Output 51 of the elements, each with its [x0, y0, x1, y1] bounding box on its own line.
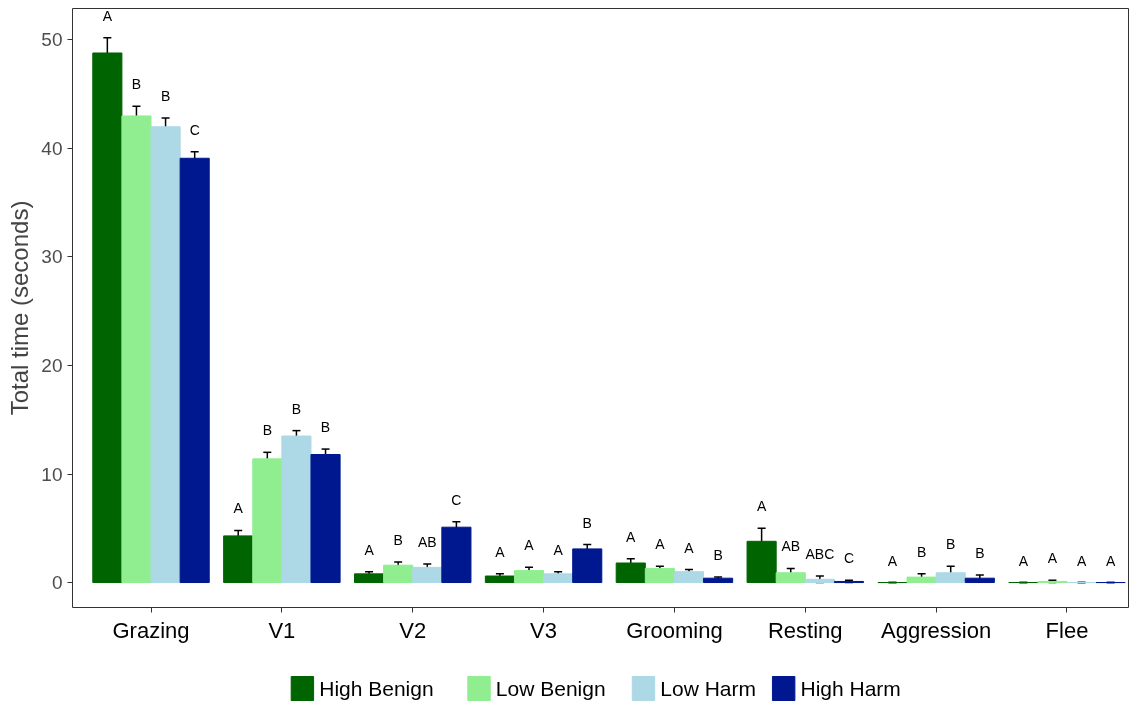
data-label: B — [713, 547, 723, 564]
data-label: B — [131, 76, 142, 93]
data-label: A — [1047, 550, 1058, 567]
x-tick-label: Flee — [1045, 617, 1089, 643]
legend-label: Low Benign — [495, 677, 606, 700]
y-tick-label: 20 — [41, 355, 63, 377]
x-tick-label: V1 — [268, 617, 296, 643]
data-label: B — [291, 400, 302, 417]
x-tick-label: Resting — [767, 617, 843, 643]
data-label: AB — [781, 538, 801, 555]
data-label: A — [524, 537, 535, 554]
y-tick-label: 40 — [41, 137, 63, 159]
y-tick-label: 50 — [41, 29, 63, 51]
y-axis-title: Total time (seconds) — [6, 200, 34, 416]
x-tick-label: V3 — [530, 617, 558, 643]
data-label: C — [451, 491, 462, 508]
data-label: A — [756, 498, 767, 515]
legend-label: High Benign — [319, 677, 434, 700]
data-label: B — [946, 536, 956, 553]
data-label: ABC — [805, 546, 835, 563]
data-label: A — [655, 536, 666, 553]
data-label: B — [582, 514, 592, 531]
data-label: B — [393, 531, 403, 548]
y-tick-label: 0 — [51, 572, 63, 594]
data-label: B — [975, 544, 985, 561]
data-label: A — [684, 539, 695, 556]
data-label: B — [320, 419, 331, 436]
data-label: A — [1106, 552, 1116, 569]
data-label: B — [916, 543, 927, 560]
data-label: A — [1018, 552, 1029, 569]
data-label: A — [626, 528, 637, 545]
data-label: A — [102, 7, 113, 24]
data-label: A — [233, 500, 244, 517]
y-tick-label: 10 — [41, 463, 63, 485]
x-tick-label: Aggression — [881, 617, 992, 643]
x-tick-label: Grooming — [626, 617, 723, 643]
legend-label: Low Harm — [660, 677, 757, 700]
data-label: A — [495, 543, 506, 560]
data-label: C — [843, 550, 855, 567]
data-label: C — [189, 121, 200, 138]
data-label: A — [887, 552, 898, 569]
data-label: B — [160, 88, 171, 105]
x-tick-label: Grazing — [112, 617, 190, 643]
y-tick-label: 30 — [41, 246, 63, 268]
data-label: A — [553, 541, 564, 558]
data-label: A — [364, 541, 375, 558]
x-tick-label: V2 — [399, 617, 427, 643]
legend-label: High Harm — [800, 677, 901, 700]
data-label: AB — [417, 534, 437, 551]
data-label: A — [1076, 552, 1087, 569]
data-label: B — [262, 422, 272, 439]
